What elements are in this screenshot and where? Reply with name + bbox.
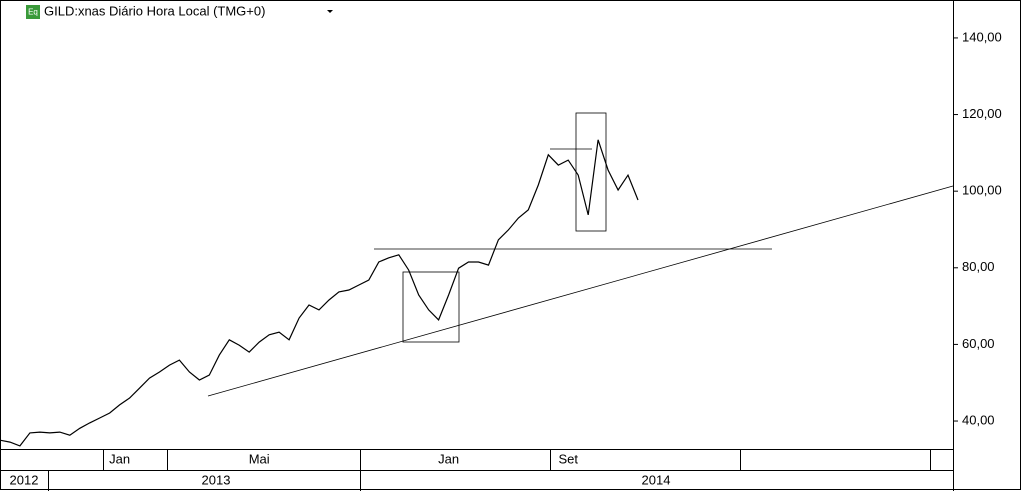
badge-icon: [26, 5, 40, 19]
y-tick-label: 60,00: [962, 336, 995, 351]
y-tick-label: 140,00: [962, 29, 1002, 44]
badge-text: Eq: [28, 8, 38, 17]
x-tick-label: Mai: [249, 451, 270, 466]
price-line: [0, 139, 639, 447]
y-tick-label: 120,00: [962, 106, 1002, 121]
month-dividers: [48, 449, 931, 491]
x-tick-label: Jan: [438, 451, 459, 466]
title-dropdown[interactable]: [327, 10, 333, 13]
x-tick-label: Jan: [109, 451, 130, 466]
year-label: 2012: [10, 472, 39, 487]
y-tick-label: 40,00: [962, 412, 995, 427]
year-label: 2013: [202, 472, 231, 487]
chart-title: GILD:xnas Diário Hora Local (TMG+0): [44, 3, 265, 18]
y-tick-label: 80,00: [962, 259, 995, 274]
annotations: [207, 112, 954, 397]
y-tick-label: 100,00: [962, 183, 1002, 198]
x-tick-label: Set: [558, 451, 578, 466]
year-label: 2014: [642, 472, 671, 487]
